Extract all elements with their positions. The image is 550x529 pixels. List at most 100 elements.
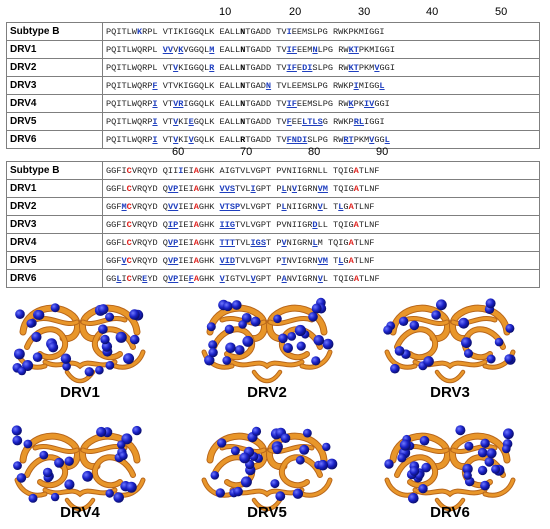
beta-strand-ribbon — [33, 445, 79, 453]
residue-highlight: L — [338, 255, 344, 266]
residue-highlight: E — [188, 116, 194, 127]
ruler-tick: 80 — [308, 146, 321, 158]
residue-run: TLNF — [353, 237, 375, 248]
residue-highlight: C — [126, 255, 132, 266]
alignment-row: DRV5 GGFVCVRQYD QVPIEIAGHK VIDTVLVGPT PTN… — [6, 251, 540, 270]
residue-run: I — [121, 273, 127, 284]
residue-highlight: A — [193, 165, 199, 176]
mutation-sphere — [283, 343, 293, 353]
structure-label: DRV2 — [247, 384, 287, 401]
residue-run: GGFL — [106, 183, 127, 194]
sequence-label: DRV6 — [6, 269, 103, 288]
residue-highlight: A — [193, 219, 199, 230]
residue-highlight: I — [353, 80, 359, 91]
residue-run: GGI — [374, 98, 390, 109]
mutation-sphere — [98, 304, 109, 315]
mutation-sphere — [477, 447, 488, 458]
residue-highlight: I — [178, 165, 184, 176]
residue-run: IEI — [178, 219, 194, 230]
residue-highlight: IF — [286, 44, 297, 55]
mutation-sphere — [42, 467, 53, 478]
beta-strand-ribbon — [230, 488, 304, 496]
residue-highlight: F — [286, 116, 292, 127]
residue-highlight: N — [312, 44, 318, 55]
residue-run: TGADD TV — [245, 26, 287, 37]
residue-highlight: VM — [317, 183, 328, 194]
residue-highlight: DI — [302, 62, 313, 73]
beta-strand-ribbon — [390, 305, 450, 342]
mutation-sphere — [317, 459, 329, 471]
residue-run: TLNF — [358, 273, 380, 284]
residue-highlight: RT — [343, 134, 354, 145]
residue-run: GHK — [198, 237, 220, 248]
mutation-sphere — [303, 428, 312, 438]
residue-run: PKMIGGI — [358, 44, 395, 55]
mutation-sphere — [270, 479, 280, 489]
mutation-sphere — [84, 367, 95, 377]
residue-highlight: C — [126, 273, 132, 284]
residue-run: T P — [266, 237, 282, 248]
sequence-text: PQITLWQRPL VTVKIGGQLR EALLNTGADD TVIFEDI… — [102, 58, 540, 77]
residue-highlight: F — [188, 273, 194, 284]
mutation-sphere — [504, 354, 514, 364]
mutation-sphere — [502, 444, 511, 454]
residue-run: GHK — [198, 183, 220, 194]
sequence-text: PQITLWQRPL VVVKVGGQLM EALLNTGADD TVIFEEM… — [102, 40, 540, 59]
mutation-sphere — [105, 361, 115, 370]
sequence-text: GGLICVREYD QVPIEFAGHK VIGTVLVGPT PANVIGR… — [102, 269, 540, 288]
mutation-sphere — [463, 471, 472, 480]
residue-highlight: FNDI — [286, 134, 308, 145]
residue-run: EEM — [296, 44, 313, 55]
residue-highlight: V — [317, 201, 323, 212]
mutation-sphere — [17, 366, 27, 376]
mutation-sphere — [294, 324, 306, 337]
alignment-row: DRV4 GGFLCVRQYD QVPIEIAGHK TTTTVLIGST PVN… — [6, 233, 540, 252]
beta-strand-ribbon — [220, 445, 266, 453]
residue-run: SLPG RW — [312, 62, 349, 73]
structure-svg — [384, 425, 516, 512]
residue-highlight: V — [281, 237, 287, 248]
residue-run: TLNF — [358, 219, 380, 230]
mutation-sphere — [486, 354, 496, 364]
residue-highlight: L — [116, 273, 122, 284]
residue-highlight: I — [286, 26, 292, 37]
beta-strand-ribbon — [395, 327, 438, 360]
beta-strand-ribbon — [268, 317, 314, 325]
residue-highlight: V — [121, 255, 127, 266]
mutation-sphere — [105, 489, 114, 498]
structure-svg — [12, 303, 146, 384]
residue-highlight: IF — [286, 98, 297, 109]
mutation-sphere — [215, 488, 225, 498]
residue-run: GPT P — [255, 183, 282, 194]
mutation-sphere — [32, 352, 43, 362]
residue-highlight: N — [240, 44, 246, 55]
residue-run: M TQIG — [317, 237, 349, 248]
residue-highlight: IV — [363, 98, 375, 109]
residue-run: G RWKP — [322, 116, 354, 127]
residue-run: PQITLWQRP — [106, 80, 153, 91]
residue-run: NVIGRN — [286, 273, 318, 284]
structure-label: DRV6 — [430, 504, 470, 521]
residue-run: PQITLWQRPL VT — [106, 62, 174, 73]
sequence-text: GGFICVRQYD QIPIEIAGHK IIGTVLVGPT PVNIIGR… — [102, 215, 540, 234]
mutation-sphere — [233, 486, 243, 497]
residue-highlight: VP — [167, 183, 179, 194]
residue-highlight: T — [281, 255, 287, 266]
residue-highlight: N — [240, 80, 246, 91]
residue-highlight: KT — [348, 62, 359, 73]
mutation-sphere — [398, 316, 409, 326]
mutation-sphere — [299, 444, 310, 455]
mutation-sphere — [129, 334, 140, 345]
mutation-sphere — [399, 439, 411, 451]
mutation-sphere — [486, 448, 497, 459]
alignment-row: DRV6 PQITLWQRPI VTVKIVGQLK EALLRTGADD TVF… — [6, 130, 540, 149]
residue-run: TVLVGPT P — [235, 255, 282, 266]
residue-highlight: D — [312, 219, 318, 230]
residue-run: GHK — [198, 273, 220, 284]
sequence-label: DRV1 — [6, 40, 103, 59]
residue-highlight: R — [209, 62, 215, 73]
residue-run: KI — [178, 134, 189, 145]
beta-strand-ribbon — [25, 455, 68, 488]
residue-highlight: R — [240, 134, 246, 145]
residue-run: IE — [178, 273, 189, 284]
